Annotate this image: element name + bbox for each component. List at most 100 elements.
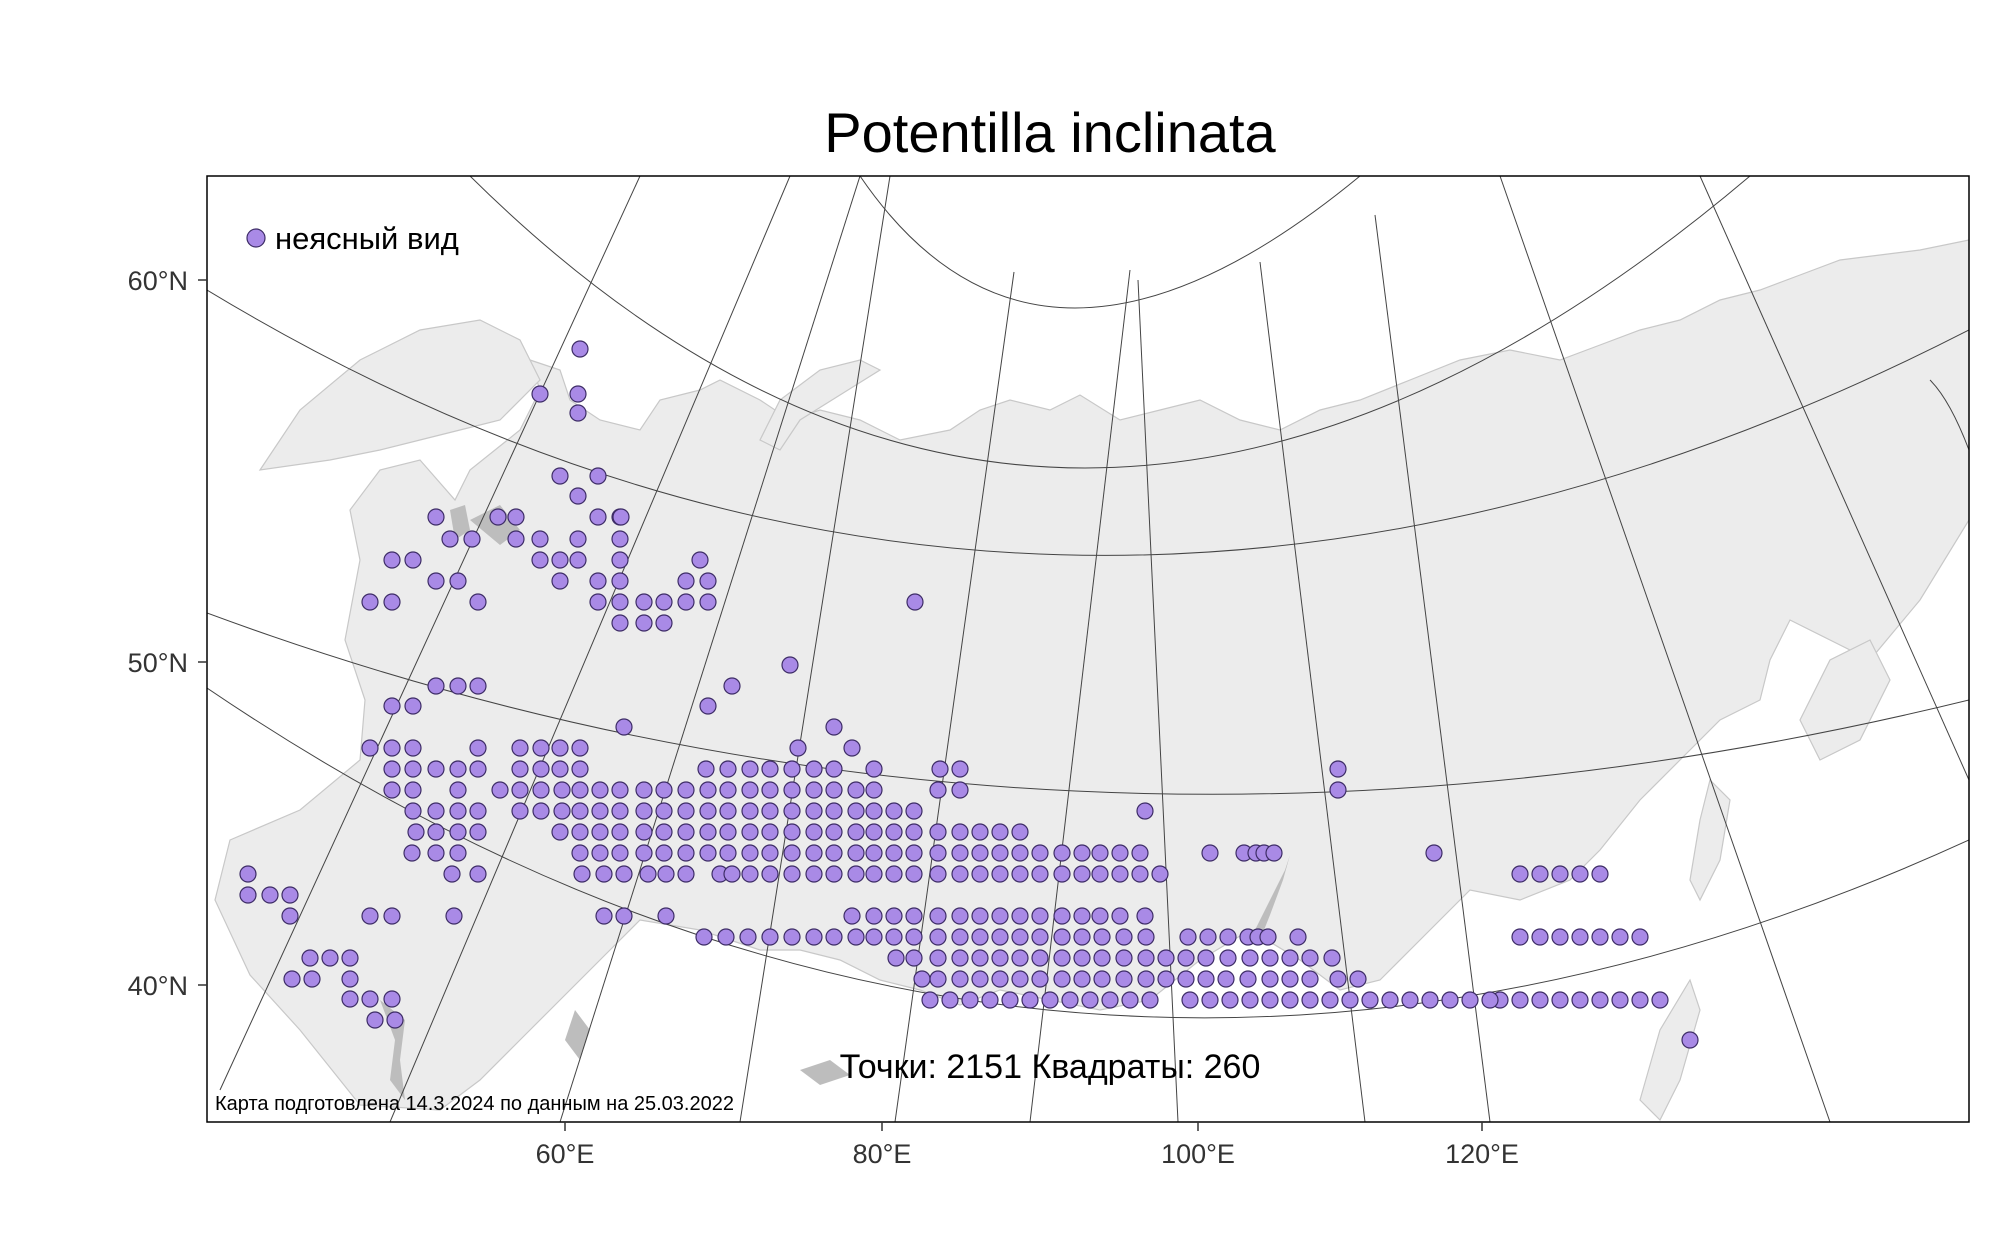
occurrence-point [1011,949,1029,967]
occurrence-point [1111,907,1129,925]
occurrence-point [383,697,401,715]
occurrence-point [383,593,401,611]
legend-label: неясный вид [275,221,459,256]
occurrence-point [341,970,359,988]
occurrence-point [635,614,653,632]
occurrence-point [971,844,989,862]
occurrence-point [929,865,947,883]
occurrence-point [847,781,865,799]
occurrence-point [905,907,923,925]
occurrence-point [635,781,653,799]
occurrence-point [783,760,801,778]
occurrence-point [1571,991,1589,1009]
occurrence-point [1461,991,1479,1009]
occurrence-point [941,991,959,1009]
occurrence-point [1121,991,1139,1009]
occurrence-point [825,823,843,841]
occurrence-point [865,781,883,799]
occurrence-point [971,970,989,988]
occurrence-point [1111,865,1129,883]
occurrence-point [239,865,257,883]
occurrence-point [303,970,321,988]
occurrence-point [1031,970,1049,988]
occurrence-point [677,865,695,883]
meridian-150E [1929,379,1969,451]
occurrence-point [1329,970,1347,988]
occurrence-point [571,781,589,799]
occurrence-point [825,718,843,736]
occurrence-point [1591,991,1609,1009]
occurrence-point [1177,949,1195,967]
occurrence-point [361,739,379,757]
occurrence-point [591,802,609,820]
occurrence-point [1157,970,1175,988]
occurrence-point [611,572,629,590]
legend: неясный вид [246,221,459,256]
lake-baikal [1255,855,1290,940]
occurrence-point [573,865,591,883]
occurrence-point [1137,949,1155,967]
occurrence-point [1031,949,1049,967]
map-title: Potentilla inclinata [824,101,1276,164]
occurrence-point [589,593,607,611]
land-japan [1639,978,1701,1122]
lon-label-60e: 60°E [536,1139,595,1169]
occurrence-point [1217,970,1235,988]
lon-label-120e: 120°E [1445,1139,1519,1169]
meridian-130E [1499,176,1831,1122]
occurrence-point [991,928,1009,946]
occurrence-point [1241,949,1259,967]
occurrence-point [1631,991,1649,1009]
occurrence-point [551,760,569,778]
occurrence-point [1073,865,1091,883]
occurrence-point [1421,991,1439,1009]
occurrence-point [1151,865,1169,883]
occurrence-point [1115,970,1133,988]
occurrence-point [404,760,422,778]
occurrence-point [611,844,629,862]
occurrence-point [655,614,673,632]
occurrence-point [905,865,923,883]
occurrence-point [847,802,865,820]
occurrence-point [445,907,463,925]
occurrence-point [615,865,633,883]
occurrence-point [1281,949,1299,967]
occurrence-point [511,760,529,778]
land-scandinavia [258,319,541,471]
occurrence-point [449,844,467,862]
occurrence-point [991,865,1009,883]
occurrence-point [1259,928,1277,946]
occurrence-point [1481,991,1499,1009]
occurrence-point [1301,991,1319,1009]
occurrence-point [761,823,779,841]
occurrence-point [951,949,969,967]
occurrence-point [531,385,549,403]
occurrence-point [407,823,425,841]
occurrence-point [951,823,969,841]
occurrence-point [463,530,481,548]
occurrence-point [611,614,629,632]
occurrence-point [1289,928,1307,946]
occurrence-point [971,949,989,967]
occurrence-point [1591,928,1609,946]
occurrence-point [569,487,587,505]
occurrence-point [1511,865,1529,883]
occurrence-point [655,802,673,820]
occurrence-point [281,907,299,925]
occurrence-point [885,907,903,925]
occurrence-point [1349,970,1367,988]
occurrence-point [1511,928,1529,946]
occurrence-point [532,802,550,820]
occurrence-point [511,739,529,757]
occurrence-point [929,823,947,841]
occurrence-point [783,928,801,946]
lat-axis: 60°N 50°N 40°N [128,266,207,1001]
occurrence-point [469,677,487,695]
occurrence-point [951,928,969,946]
meridian-110E [1259,261,1366,1122]
occurrence-point [469,802,487,820]
occurrence-point [677,593,695,611]
occurrence-point [404,739,422,757]
occurrence-point [361,990,379,1008]
